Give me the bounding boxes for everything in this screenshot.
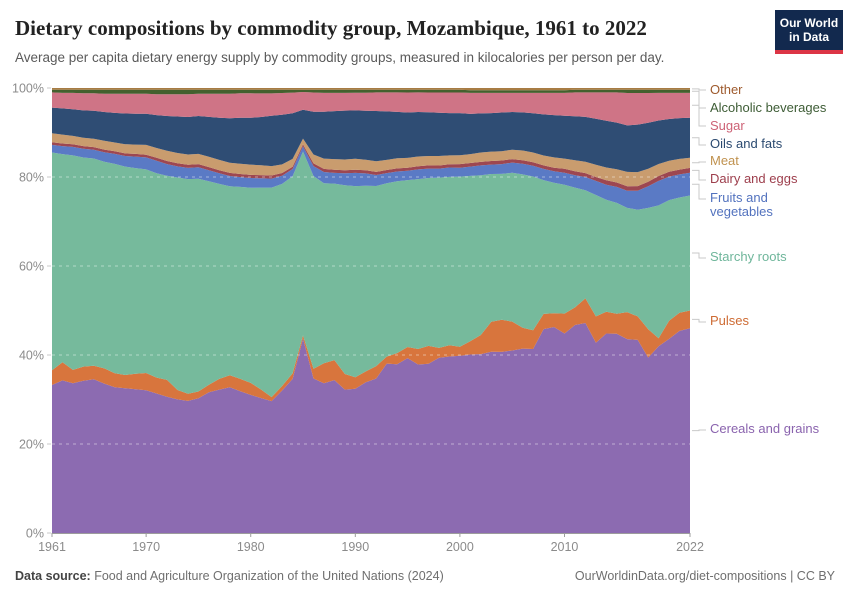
gridlines <box>52 176 690 445</box>
data-source-text: Food and Agriculture Organization of the… <box>94 569 444 583</box>
x-axis-label-1970: 1970 <box>132 540 160 554</box>
y-axis-label-0: 0% <box>26 527 44 541</box>
x-axis-label-1990: 1990 <box>341 540 369 554</box>
owid-logo-accent-bar <box>775 49 843 54</box>
area-band-starchy-roots[interactable] <box>52 151 690 398</box>
data-source-label: Data source: <box>15 569 91 583</box>
area-band-sugar[interactable] <box>52 92 690 126</box>
x-axis-label-2022: 2022 <box>676 540 704 554</box>
legend-item-oils-and-fats[interactable]: Oils and fats <box>710 136 783 151</box>
legend-item-alcoholic-beverages[interactable]: Alcoholic beverages <box>710 100 827 115</box>
legend-connectors <box>692 88 706 432</box>
owid-logo-line2: in Data <box>788 30 829 45</box>
x-axis-label-1980: 1980 <box>237 540 265 554</box>
area-band-other[interactable] <box>52 88 690 91</box>
legend-connector-fruits-and-vegetables <box>692 183 706 200</box>
legend-connector-other <box>692 88 706 91</box>
legend-item-sugar[interactable]: Sugar <box>710 118 745 133</box>
legend-item-pulses[interactable]: Pulses <box>710 313 750 328</box>
footer-right: OurWorldinData.org/diet-compositions | C… <box>575 569 835 583</box>
legend-item-cereals-and-grains[interactable]: Cereals and grains <box>710 421 820 436</box>
y-axis-label-100: 100% <box>12 82 44 96</box>
axes: 0% 20% 40% 60% 80% 100% 1961 1970 1980 1990 2000 20… <box>12 82 704 555</box>
page-title: Dietary compositions by commodity group,… <box>15 16 647 40</box>
area-band-alcoholic-beverages[interactable] <box>52 89 690 95</box>
area-band-fruits-and-vegetables[interactable] <box>52 144 690 210</box>
chart-footer: Data source: Food and Agriculture Organi… <box>15 569 835 583</box>
area-band-cereals-and-grains[interactable] <box>52 323 690 533</box>
legend-item-fruits-and-vegetables[interactable]: Fruits and vegetables <box>710 190 773 220</box>
page-subtitle: Average per capita dietary energy supply… <box>15 50 665 65</box>
x-axis-label-1961: 1961 <box>38 540 66 554</box>
y-axis-label-80: 80% <box>19 171 44 185</box>
legend-connector-starchy-roots <box>692 252 706 259</box>
legend-item-dairy-and-eggs[interactable]: Dairy and eggs <box>710 171 798 186</box>
legend-item-meat[interactable]: Meat <box>710 153 739 168</box>
legend-connector-pulses <box>692 318 706 323</box>
legend-connector-oils-and-fats <box>692 137 706 146</box>
owid-logo[interactable]: Our World in Data <box>775 10 843 54</box>
legend-connector-cereals-and-grains <box>692 429 706 432</box>
x-axis-label-2010: 2010 <box>551 540 579 554</box>
y-axis-label-40: 40% <box>19 349 44 363</box>
owid-logo-line1: Our World <box>779 16 839 30</box>
legend-item-starchy-roots[interactable]: Starchy roots <box>710 249 787 264</box>
license-badge: CC BY <box>796 569 835 583</box>
stacked-area-bands <box>52 88 690 533</box>
area-band-dairy-and-eggs[interactable] <box>52 142 690 191</box>
y-axis-label-20: 20% <box>19 438 44 452</box>
area-band-oils-and-fats[interactable] <box>52 107 690 173</box>
owid-url-link[interactable]: OurWorldinData.org/diet-compositions <box>574 569 787 583</box>
y-axis-label-60: 60% <box>19 260 44 274</box>
legend-connector-meat <box>692 161 706 164</box>
legend-connector-sugar <box>692 104 706 127</box>
legend-connector-dairy-and-eggs <box>692 169 706 181</box>
legend-item-other[interactable]: Other <box>710 82 743 97</box>
legend-connector-alcoholic-beverages <box>692 90 706 109</box>
footer-separator: | <box>786 569 797 583</box>
area-band-meat[interactable] <box>52 133 690 187</box>
x-axis-label-2000: 2000 <box>446 540 474 554</box>
